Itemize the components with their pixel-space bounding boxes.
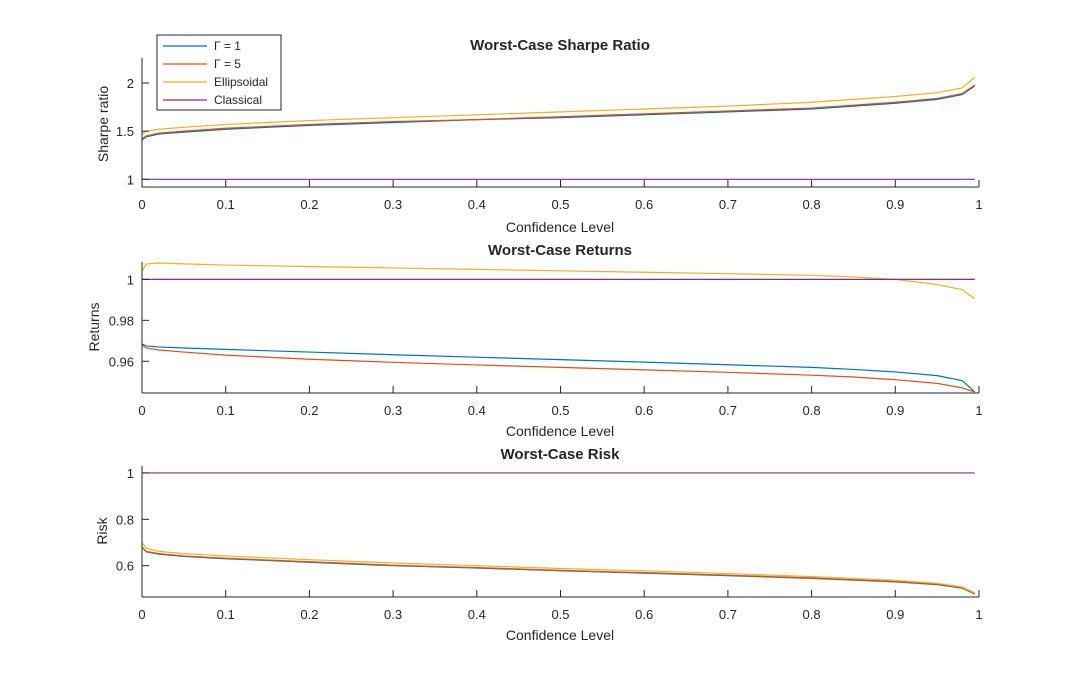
y-tick-label: 1.5 xyxy=(116,124,134,139)
axes: 0 0.1 0.2 0.3 0.4 0.5 0.6 0.7 0.8 0.9 1 0.96 0.98 1 xyxy=(109,262,983,418)
x-tick-label: 0.1 xyxy=(217,607,235,622)
y-axis-label: Risk xyxy=(94,516,110,544)
x-tick-label: 0.2 xyxy=(300,403,318,418)
x-tick-label: 1 xyxy=(975,197,982,212)
series-line-gamma-5 xyxy=(141,546,976,595)
x-tick-label: 0.9 xyxy=(886,403,904,418)
axes: 0 0.1 0.2 0.3 0.4 0.5 0.6 0.7 0.8 0.9 1 0.6 0.8 1 xyxy=(116,466,983,622)
x-tick-label: 0.4 xyxy=(468,403,486,418)
x-tick-label: 0.7 xyxy=(719,197,737,212)
x-axis-label: Confidence Level xyxy=(506,627,614,643)
x-tick-label: 0.2 xyxy=(300,197,318,212)
x-tick-label: 0.8 xyxy=(803,197,821,212)
legend-box xyxy=(156,34,282,111)
x-tick-label: 0.1 xyxy=(217,403,235,418)
x-tick-label: 0.6 xyxy=(635,197,653,212)
x-axis-label: Confidence Level xyxy=(506,423,614,439)
x-tick-label: 0.5 xyxy=(551,403,569,418)
legend-label-gamma-5: Γ = 5 xyxy=(214,57,241,71)
x-tick-label: 0.9 xyxy=(886,197,904,212)
subplot-title: Worst-Case Sharpe Ratio xyxy=(470,37,650,54)
y-tick-label: 0.6 xyxy=(116,559,134,574)
series-line-ellipsoidal xyxy=(141,76,976,135)
series-line-gamma-5 xyxy=(141,84,976,140)
y-tick-label: 1 xyxy=(127,466,134,481)
x-tick-label: 0.4 xyxy=(468,197,486,212)
series-layer xyxy=(141,76,976,180)
subplot-sharpe-ratio: Worst-Case Sharpe Ratio Sharpe ratio Con… xyxy=(95,37,983,235)
series-line-ellipsoidal xyxy=(141,542,976,594)
x-tick-label: 0.3 xyxy=(384,403,402,418)
x-tick-label: 0.4 xyxy=(468,607,486,622)
x-tick-label: 0.5 xyxy=(551,197,569,212)
series-line-gamma-1 xyxy=(141,343,976,393)
legend-label-gamma-1: Γ = 1 xyxy=(214,39,241,53)
series-layer xyxy=(141,472,976,595)
x-tick-label: 0.6 xyxy=(635,607,653,622)
x-tick-label: 0 xyxy=(138,197,145,212)
legend-label-classical: Classical xyxy=(214,93,262,107)
x-tick-label: 1 xyxy=(975,403,982,418)
y-tick-label: 0.98 xyxy=(109,313,134,328)
y-axis-label: Sharpe ratio xyxy=(95,86,111,162)
y-axis-label: Returns xyxy=(86,302,102,351)
x-tick-label: 0.1 xyxy=(217,197,235,212)
x-tick-label: 0.8 xyxy=(803,403,821,418)
x-tick-label: 0.9 xyxy=(886,607,904,622)
y-tick-label: 0.8 xyxy=(116,512,134,527)
x-tick-label: 1 xyxy=(975,607,982,622)
series-line-gamma-5 xyxy=(141,344,975,393)
y-tick-label: 0.96 xyxy=(109,354,134,369)
x-tick-label: 0.5 xyxy=(551,607,569,622)
x-tick-label: 0.7 xyxy=(719,403,737,418)
series-line-ellipsoidal xyxy=(141,262,976,300)
x-tick-label: 0.3 xyxy=(384,197,402,212)
x-tick-label: 0 xyxy=(138,403,145,418)
legend: Γ = 1 Γ = 5 Ellipsoidal Classical xyxy=(156,34,282,111)
x-tick-label: 0.8 xyxy=(803,607,821,622)
x-tick-label: 0.3 xyxy=(384,607,402,622)
axes: 0 0.1 0.2 0.3 0.4 0.5 0.6 0.7 0.8 0.9 1 1 1.5 2 xyxy=(116,58,983,212)
x-tick-label: 0.7 xyxy=(719,607,737,622)
legend-label-ellipsoidal: Ellipsoidal xyxy=(214,75,268,89)
x-tick-label: 0.6 xyxy=(635,403,653,418)
subplot-title: Worst-Case Returns xyxy=(488,242,632,259)
y-tick-label: 1 xyxy=(127,172,134,187)
y-tick-label: 1 xyxy=(127,272,134,287)
subplot-returns: Worst-Case Returns Returns Confidence Le… xyxy=(86,242,983,439)
x-axis-label: Confidence Level xyxy=(506,219,614,235)
y-tick-label: 2 xyxy=(127,76,134,91)
x-tick-label: 0 xyxy=(138,607,145,622)
subplot-title: Worst-Case Risk xyxy=(501,446,621,463)
series-layer xyxy=(141,262,976,393)
x-tick-label: 0.2 xyxy=(300,607,318,622)
